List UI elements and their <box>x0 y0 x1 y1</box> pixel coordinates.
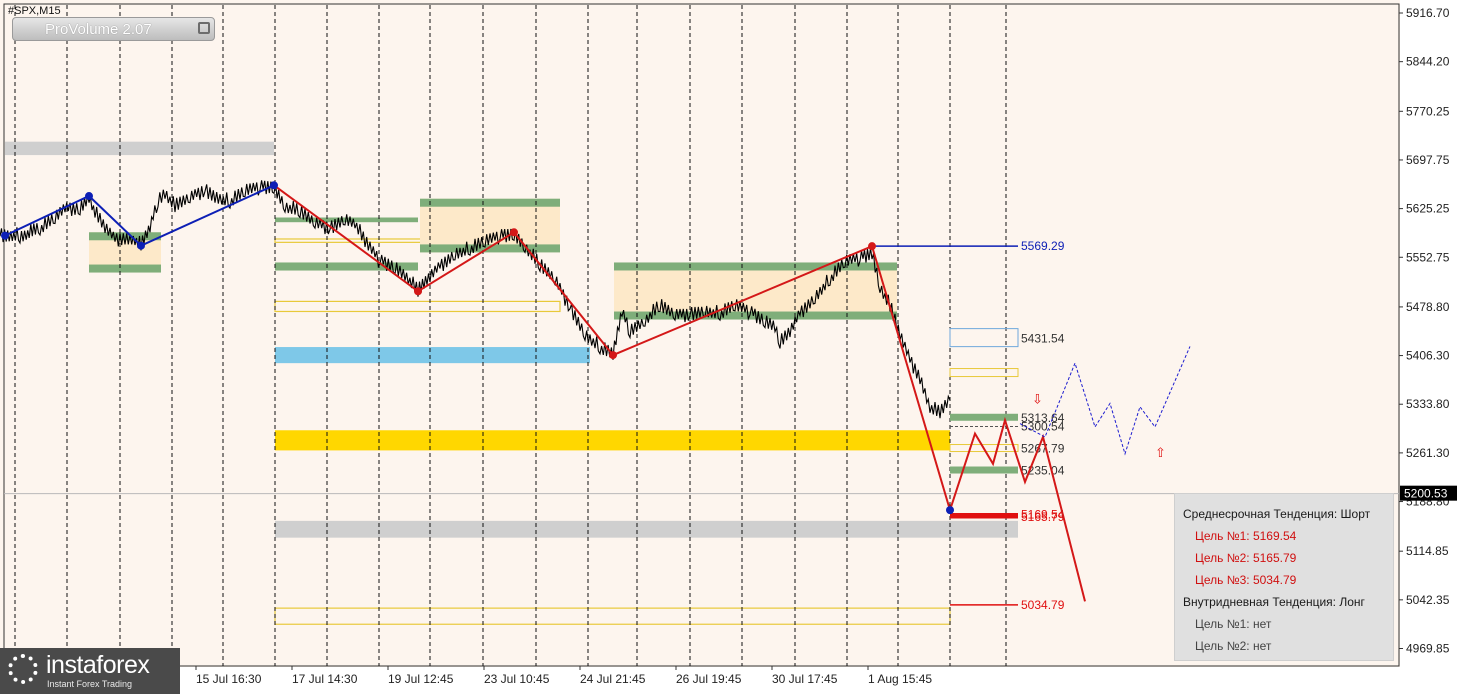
logo-tagline: Instant Forex Trading <box>47 679 133 689</box>
price-series <box>0 180 951 419</box>
level-box <box>949 368 1019 378</box>
midterm-target-2: Цель №2: 5165.79 <box>1195 551 1297 565</box>
level-label: 5165.79 <box>1021 510 1065 524</box>
zone-green <box>275 262 418 271</box>
y-tick-label: 5697.75 <box>1406 153 1450 167</box>
forecast-dotted-line <box>1019 346 1191 456</box>
y-tick-label: 4969.85 <box>1406 642 1450 656</box>
provolume-label: ProVolume 2.07 <box>45 21 152 38</box>
symbol-label: #SPX,M15 <box>8 5 61 17</box>
x-tick-label: 24 Jul 21:45 <box>580 672 646 686</box>
zone-blue <box>275 347 590 364</box>
level-label: 5267.79 <box>1021 442 1065 456</box>
pivot-point <box>868 242 876 251</box>
zone-gold <box>275 430 950 451</box>
logo-name: instaforex <box>46 651 150 679</box>
level-label: 5431.54 <box>1021 332 1065 346</box>
midterm-trend-title: Среднесрочная Тенденция: Шорт <box>1183 507 1371 521</box>
pivot-point <box>510 228 518 237</box>
pivot-point <box>270 181 278 190</box>
pivot-point <box>609 351 617 360</box>
pivot-point <box>137 241 145 250</box>
zone-gray <box>275 520 1018 538</box>
zone-green-band <box>89 264 161 273</box>
level-label: 5300.54 <box>1021 420 1065 434</box>
level-band <box>950 413 1018 421</box>
y-tick-label: 5625.25 <box>1406 202 1450 216</box>
x-tick-label: 30 Jul 17:45 <box>772 672 838 686</box>
y-tick-label: 5916.70 <box>1406 6 1450 20</box>
zigzag-blue-line <box>4 184 275 247</box>
level-band <box>949 444 1019 453</box>
down-arrow-icon: ⇩ <box>1032 391 1043 406</box>
y-tick-label: 5114.85 <box>1406 544 1449 558</box>
current-price-tag <box>1400 485 1457 501</box>
level-band <box>950 466 1018 474</box>
window-restore-icon[interactable] <box>198 22 210 34</box>
zone-green-band <box>614 262 897 271</box>
y-tick-label: 5770.25 <box>1406 104 1450 118</box>
zigzag-red-line <box>273 184 951 511</box>
zone-green_box <box>420 198 560 253</box>
zone-green-band <box>89 232 161 241</box>
midterm-target-3: Цель №3: 5034.79 <box>1195 573 1297 587</box>
provolume-badge[interactable]: ProVolume 2.07 <box>12 17 215 41</box>
zone-green-band <box>420 244 560 253</box>
y-axis-area <box>1400 0 1465 694</box>
projection-red-line <box>949 416 1086 602</box>
x-axis-area <box>0 667 1400 694</box>
y-tick-label: 5333.80 <box>1406 397 1450 411</box>
zone-green <box>275 217 418 223</box>
x-tick-label: 15 Jul 16:30 <box>196 672 262 686</box>
level-label: 5169.54 <box>1021 507 1065 521</box>
y-tick-label: 5042.35 <box>1406 593 1450 607</box>
pivot-point <box>414 287 422 296</box>
intraday-trend-title: Внутридневная Тенденция: Лонг <box>1183 595 1365 609</box>
x-tick-label: 26 Jul 19:45 <box>676 672 742 686</box>
y-tick-label: 5406.30 <box>1406 349 1450 363</box>
level-box <box>949 328 1019 348</box>
trend-info-panel: Среднесрочная Тенденция: Шорт Цель №1: 5… <box>1174 493 1394 661</box>
level-label: 5569.29 <box>1021 239 1065 253</box>
level-label: 5034.79 <box>1021 598 1065 612</box>
plot-area <box>3 3 1400 667</box>
pivot-point <box>946 506 954 515</box>
y-tick-label: 5478.80 <box>1406 300 1450 314</box>
y-tick-label: 5261.30 <box>1406 446 1450 460</box>
x-tick-label: 23 Jul 10:45 <box>484 672 550 686</box>
instaforex-logo: instaforex Instant Forex Trading <box>0 648 180 694</box>
instaforex-logo-icon <box>8 654 38 684</box>
x-tick-label: 1 Aug 15:45 <box>868 672 932 686</box>
zone-gray <box>5 141 274 156</box>
pivot-point <box>1 231 9 240</box>
intraday-target-1: Цель №1: нет <box>1195 617 1272 631</box>
zone-green-band <box>420 198 560 207</box>
y-tick-label: 5844.20 <box>1406 55 1450 69</box>
up-arrow-icon: ⇧ <box>1155 445 1166 460</box>
pivot-point <box>85 192 93 201</box>
intraday-target-2: Цель №2: нет <box>1195 639 1272 653</box>
current-price-label: 5200.53 <box>1404 487 1448 501</box>
midterm-target-1: Цель №1: 5169.54 <box>1195 529 1297 543</box>
y-tick-label: 5552.75 <box>1406 250 1450 264</box>
x-tick-label: 17 Jul 14:30 <box>292 672 358 686</box>
x-tick-label: 19 Jul 12:45 <box>388 672 454 686</box>
